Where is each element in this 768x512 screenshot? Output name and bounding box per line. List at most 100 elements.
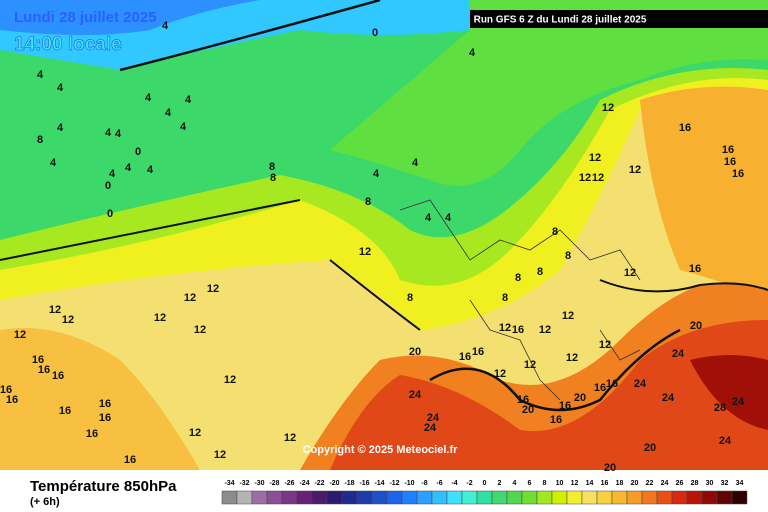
contour-label: 24 [662, 392, 675, 404]
contour-label: 24 [424, 422, 437, 434]
contour-label: 16 [550, 414, 562, 426]
contour-label: 12 [602, 102, 614, 114]
scale-label: -26 [284, 480, 294, 487]
scale-swatch [476, 490, 493, 505]
scale-swatch [401, 490, 418, 505]
contour-label: 16 [38, 364, 50, 376]
contour-label: 12 [194, 324, 206, 336]
scale-label: 34 [736, 480, 744, 487]
contour-label: 0 [372, 27, 378, 39]
scale-swatch [221, 490, 238, 505]
contour-label: 16 [32, 354, 44, 366]
zone-minus [0, 0, 260, 35]
contour-label: 20 [604, 462, 616, 474]
contour-label: 12 [562, 310, 574, 322]
scale-label: 22 [646, 480, 654, 487]
contour-label: 24 [672, 348, 685, 360]
scale-swatch [701, 490, 718, 505]
contour-label: 8 [365, 196, 371, 208]
scale-swatch [341, 490, 358, 505]
scale-label: -2 [466, 480, 472, 487]
contour-label: 4 [115, 128, 122, 140]
contour-label: 12 [494, 368, 506, 380]
contour-label: 12 [154, 312, 166, 324]
scale-label: -14 [374, 480, 384, 487]
contour-label: 4 [105, 127, 112, 139]
contour-label: 12 [499, 322, 511, 334]
scale-swatch [281, 490, 298, 505]
contour-label: 4 [57, 122, 64, 134]
contour-label: 12 [284, 432, 296, 444]
scale-swatch [581, 490, 598, 505]
scale-label: 12 [571, 480, 579, 487]
contour-label: 4 [50, 157, 57, 169]
scale-swatch [416, 490, 433, 505]
contour-label: 8 [537, 266, 543, 278]
contour-label: 12 [62, 314, 74, 326]
contour-label: 20 [522, 404, 534, 416]
scale-swatch [596, 490, 613, 505]
scale-swatch [656, 490, 673, 505]
contour-label: 12 [224, 374, 236, 386]
scale-label: 6 [528, 480, 532, 487]
coastline [399, 199, 641, 401]
scale-label: -18 [344, 480, 354, 487]
contour-label: 20 [409, 346, 421, 358]
contour-label: 16 [512, 324, 524, 336]
scale-swatch [641, 490, 658, 505]
scale-swatch [296, 490, 313, 505]
scale-swatch [566, 490, 583, 505]
contour-label: 12 [49, 304, 61, 316]
zone-24 [330, 320, 768, 470]
contour-label: 16 [732, 168, 744, 180]
scale-swatch [521, 490, 538, 505]
contour-label: 8 [515, 272, 521, 284]
scale-swatch [431, 490, 448, 505]
date: Lundi 28 juillet 2025 [14, 9, 157, 26]
contour-label: 8 [565, 250, 571, 262]
contour-label: 16 [459, 351, 471, 363]
footer-subtitle: (+ 6h) [30, 496, 60, 508]
contour-label: 16 [517, 394, 529, 406]
contour-label: 12 [579, 172, 591, 184]
contour-label: 4 [162, 20, 169, 32]
contour-label: 12 [592, 172, 604, 184]
contour-label: 20 [574, 392, 586, 404]
contour-label: 16 [724, 156, 736, 168]
contour-label: 8 [269, 161, 275, 173]
contour-label: 20 [644, 442, 656, 454]
scale-label: -34 [224, 480, 234, 487]
contour-label: 12 [599, 339, 611, 351]
zone-6 [330, 0, 768, 186]
scale-label: -30 [254, 480, 264, 487]
contour-label: 4 [469, 47, 476, 59]
contour-label: 16 [606, 378, 618, 390]
scale-label: -6 [436, 480, 442, 487]
scale-label: 32 [721, 480, 729, 487]
contour-label: 12 [214, 449, 226, 461]
contour-label: 24 [427, 412, 440, 424]
contour-label: 4 [180, 121, 187, 133]
contour-label: 0 [105, 180, 111, 192]
scale-label: -28 [269, 480, 279, 487]
contour-label: 8 [270, 172, 276, 184]
scale-label: -32 [239, 480, 249, 487]
scale-label: -10 [404, 480, 414, 487]
scale-swatch [311, 490, 328, 505]
contour-label: 4 [165, 107, 172, 119]
scale-label: 2 [498, 480, 502, 487]
scale-swatch [551, 490, 568, 505]
contour-label: 16 [99, 412, 111, 424]
scale-label: 20 [631, 480, 639, 487]
scale-label: -12 [389, 480, 399, 487]
contour-label: 16 [124, 454, 136, 466]
contour-label: 16 [594, 382, 606, 394]
scale-swatch [386, 490, 403, 505]
contour-label: 0 [107, 208, 113, 220]
scale-swatch [461, 490, 478, 505]
contour-label: 12 [524, 359, 536, 371]
scale-swatch [686, 490, 703, 505]
contour-label: 4 [37, 69, 44, 81]
contour-label: 16 [559, 400, 571, 412]
